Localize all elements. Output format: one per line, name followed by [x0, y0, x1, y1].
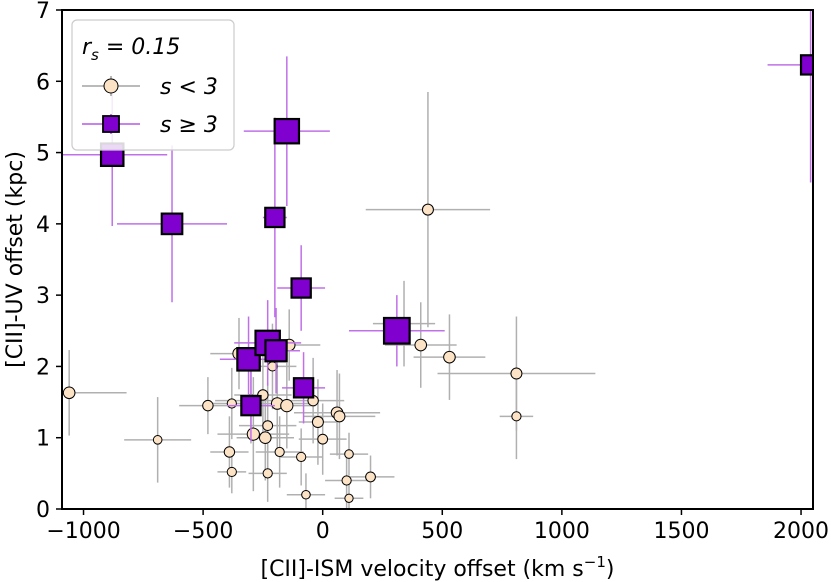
x-tick-label: 1500 [653, 519, 709, 544]
x-tick-label: −500 [173, 519, 233, 544]
data-point-square [290, 277, 312, 299]
data-point-circle [280, 399, 294, 413]
x-axis-label: [CII]-ISM velocity offset (km s−1) [260, 553, 614, 582]
x-tick-label: 1000 [534, 519, 590, 544]
data-point-square [236, 347, 261, 372]
data-point-circle [317, 433, 329, 445]
data-point-circle [344, 493, 354, 503]
y-axis: 0 1 2 3 4 5 6 7 [36, 0, 62, 523]
data-point-square [264, 339, 288, 363]
legend-title: rs = 0.15 [82, 35, 180, 64]
data-point-circle [443, 350, 456, 364]
x-tick-label: 500 [421, 519, 463, 544]
data-point-circle [226, 398, 237, 409]
data-point-circle [62, 386, 76, 400]
data-point-circle [301, 489, 311, 500]
data-point-circle [152, 435, 163, 445]
series-high-s [62, 10, 813, 442]
y-tick-label: 3 [36, 284, 50, 309]
plot-content [62, 10, 813, 509]
data-point-circle [421, 203, 434, 216]
data-point-circle [511, 411, 522, 422]
data-point-circle [262, 420, 274, 431]
data-point-square [240, 394, 262, 417]
y-axis-label: [CII]-UV offset (kpc) [3, 151, 28, 368]
legend-marker-circle [103, 78, 119, 94]
data-point-square [382, 316, 411, 345]
y-tick-label: 2 [36, 355, 50, 380]
data-point-circle [341, 475, 352, 486]
data-point-circle [223, 446, 236, 458]
x-tick-label: 0 [316, 519, 330, 544]
data-point-circle [246, 427, 260, 441]
data-point-square [292, 377, 315, 399]
plot-frame [61, 9, 814, 510]
legend-entry-high: s ≥ 3 [160, 113, 218, 138]
data-point-circle [414, 338, 428, 352]
x-axis: −1000 −500 0 500 1000 1500 2000 [46, 509, 829, 544]
data-point-circle [344, 449, 354, 459]
data-point-circle [202, 399, 214, 412]
data-point-circle [262, 468, 273, 479]
y-tick-label: 1 [36, 427, 50, 452]
data-point-circle [510, 367, 523, 380]
y-tick-label: 5 [36, 142, 50, 167]
y-tick-label: 7 [36, 0, 50, 24]
data-point-circle [274, 446, 285, 458]
data-point-square [160, 212, 184, 236]
data-point-circle [226, 466, 237, 478]
legend-entry-low: s < 3 [160, 75, 218, 100]
data-point-circle [333, 410, 346, 423]
y-tick-label: 6 [36, 70, 50, 95]
y-tick-label: 4 [36, 213, 50, 238]
legend: rs = 0.15 s < 3 s ≥ 3 [71, 19, 235, 151]
data-point-circle [296, 451, 307, 463]
x-tick-label: 2000 [773, 519, 829, 544]
data-point-circle [365, 471, 376, 483]
data-point-square [273, 117, 301, 145]
series-low-s [62, 91, 596, 509]
legend-marker-square [102, 115, 120, 133]
data-point-circle [258, 431, 272, 445]
y-tick-label: 0 [36, 498, 50, 523]
x-tick-label: −1000 [46, 519, 120, 544]
data-point-circle [311, 416, 324, 429]
data-point-square [264, 206, 286, 229]
plot-area [61, 9, 814, 510]
data-point-square [799, 54, 813, 76]
